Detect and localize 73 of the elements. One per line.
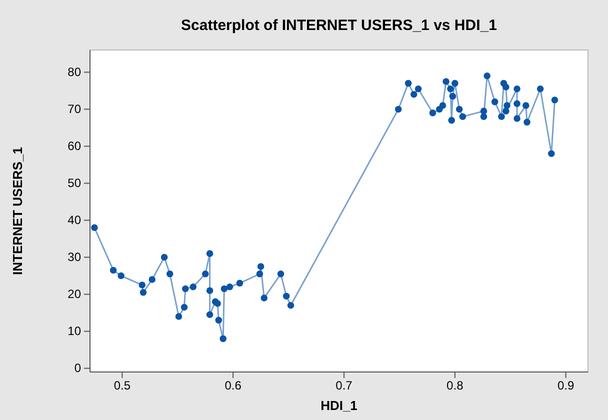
point bbox=[504, 102, 510, 109]
point bbox=[410, 91, 418, 98]
point bbox=[514, 85, 520, 92]
point bbox=[282, 292, 290, 300]
y-tick-label: 20 bbox=[68, 287, 82, 302]
point bbox=[459, 113, 466, 120]
point bbox=[206, 311, 214, 318]
point bbox=[182, 285, 189, 292]
y-tick-label: 40 bbox=[68, 213, 82, 228]
point bbox=[498, 113, 505, 120]
point bbox=[206, 287, 214, 294]
point bbox=[484, 72, 490, 80]
point bbox=[522, 102, 530, 109]
point bbox=[551, 96, 558, 104]
point bbox=[148, 276, 156, 283]
point bbox=[414, 85, 422, 92]
point bbox=[215, 316, 222, 324]
point bbox=[190, 283, 197, 290]
point bbox=[448, 116, 455, 124]
point bbox=[202, 270, 209, 278]
point bbox=[220, 285, 228, 292]
chart-title: Scatterplot of INTERNET USERS_1 vs HDI_1 bbox=[181, 17, 497, 34]
y-tick-label: 80 bbox=[68, 65, 82, 80]
x-tick-label: 0.8 bbox=[446, 378, 464, 393]
point bbox=[524, 118, 530, 126]
point bbox=[236, 280, 244, 287]
point bbox=[452, 80, 458, 87]
x-tick-label: 0.6 bbox=[224, 378, 242, 393]
point bbox=[449, 92, 456, 100]
point bbox=[118, 272, 124, 280]
point bbox=[447, 85, 454, 92]
point bbox=[138, 282, 146, 288]
point bbox=[480, 113, 488, 120]
point bbox=[175, 313, 182, 320]
point bbox=[206, 250, 214, 257]
point bbox=[160, 254, 168, 261]
y-tick-label: 10 bbox=[68, 324, 82, 338]
point bbox=[429, 110, 436, 116]
point bbox=[140, 289, 147, 296]
point bbox=[394, 106, 402, 113]
point bbox=[226, 283, 234, 290]
point bbox=[287, 302, 294, 309]
point bbox=[502, 84, 510, 90]
y-axis-title: INTERNET USERS_1 bbox=[10, 147, 25, 275]
point bbox=[110, 266, 117, 274]
y-tick-label: 30 bbox=[68, 250, 82, 264]
point bbox=[442, 78, 450, 85]
point bbox=[514, 115, 520, 122]
point bbox=[548, 150, 555, 158]
point bbox=[456, 106, 463, 113]
point bbox=[502, 108, 510, 114]
point bbox=[166, 270, 174, 278]
point bbox=[91, 224, 98, 232]
y-tick-label: 70 bbox=[68, 102, 82, 116]
point bbox=[180, 304, 188, 311]
point bbox=[260, 294, 268, 302]
point bbox=[277, 270, 284, 278]
x-axis-title: HDI_1 bbox=[320, 398, 358, 413]
point bbox=[404, 80, 412, 87]
y-tick-label: 50 bbox=[68, 176, 82, 190]
x-tick-label: 0.7 bbox=[336, 378, 353, 393]
x-tick-label: 0.9 bbox=[557, 378, 574, 393]
point bbox=[514, 100, 520, 108]
y-tick-label: 60 bbox=[68, 139, 82, 154]
point bbox=[439, 102, 446, 109]
point bbox=[536, 85, 544, 92]
point bbox=[257, 263, 264, 270]
y-tick-label: 0 bbox=[74, 361, 82, 376]
point bbox=[491, 98, 498, 106]
point bbox=[256, 270, 264, 278]
point bbox=[220, 335, 226, 342]
x-tick-label: 0.5 bbox=[114, 378, 131, 393]
point bbox=[214, 300, 221, 307]
